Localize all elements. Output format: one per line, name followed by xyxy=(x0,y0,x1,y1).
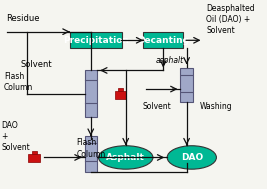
Text: Flash
Column: Flash Column xyxy=(4,72,33,92)
Text: Asphalt: Asphalt xyxy=(106,153,145,162)
Text: asphalt: asphalt xyxy=(155,56,183,65)
Text: Deasphalted
Oil (DAO) +
Solvent: Deasphalted Oil (DAO) + Solvent xyxy=(206,4,255,35)
FancyBboxPatch shape xyxy=(118,88,123,91)
FancyBboxPatch shape xyxy=(85,136,97,172)
Ellipse shape xyxy=(99,146,153,169)
Ellipse shape xyxy=(167,146,216,169)
FancyBboxPatch shape xyxy=(85,70,97,117)
FancyBboxPatch shape xyxy=(70,32,122,48)
Text: DAO
+
Solvent: DAO + Solvent xyxy=(2,121,30,152)
FancyBboxPatch shape xyxy=(28,153,40,162)
Text: Solvent: Solvent xyxy=(21,60,52,69)
Text: Residue: Residue xyxy=(7,14,40,23)
Text: DAO: DAO xyxy=(181,153,203,162)
FancyBboxPatch shape xyxy=(115,91,127,99)
Text: Flash
Column: Flash Column xyxy=(77,139,106,159)
Text: Precipitation: Precipitation xyxy=(63,36,129,45)
Text: Washing: Washing xyxy=(199,102,232,111)
FancyBboxPatch shape xyxy=(180,68,193,102)
Text: Decanting: Decanting xyxy=(137,36,189,45)
FancyBboxPatch shape xyxy=(32,151,37,153)
Text: Solvent: Solvent xyxy=(143,102,171,111)
FancyBboxPatch shape xyxy=(143,32,183,48)
